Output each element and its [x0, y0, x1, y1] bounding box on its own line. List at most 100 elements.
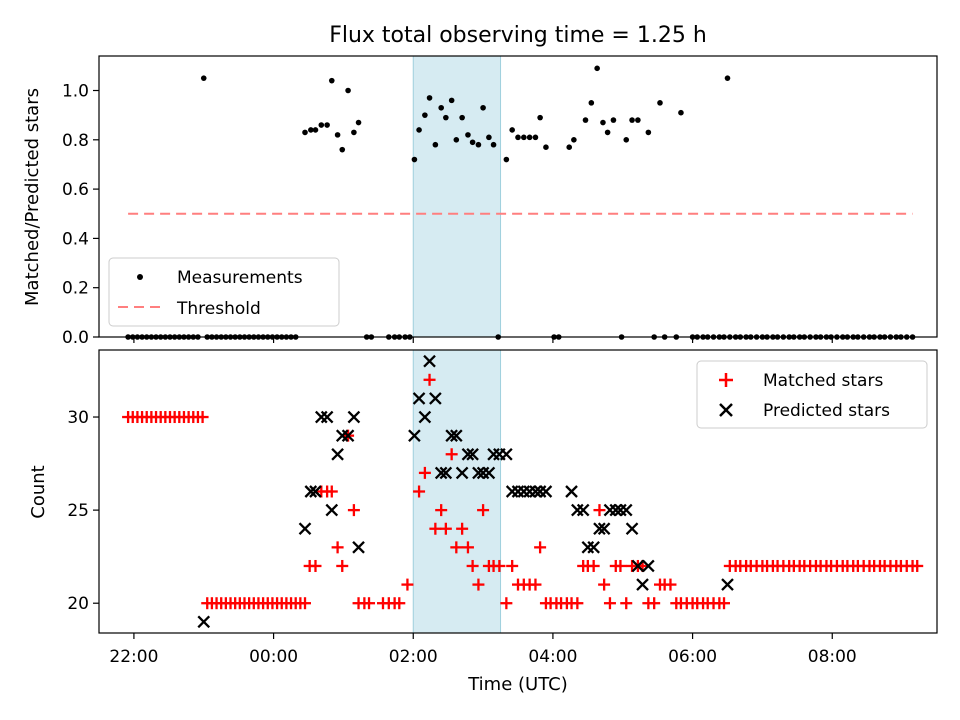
measurement-point: [588, 100, 595, 106]
predicted-star-stroke-b: [631, 559, 645, 573]
measurement-point: [438, 104, 444, 111]
predicted-star-point: [423, 354, 436, 368]
predicted-star-stroke-b: [565, 485, 578, 498]
measurement-point: [339, 146, 346, 153]
predicted-star-point: [505, 485, 519, 498]
measurement-point: [411, 156, 418, 163]
measurement-point: [582, 117, 589, 123]
predicted-star-point: [571, 503, 584, 517]
measurement-point: [422, 112, 428, 118]
measurement-point: [480, 104, 486, 111]
top-y-tick-label: 0.4: [62, 229, 89, 249]
predicted-star-point: [603, 503, 617, 517]
predicted-star-point: [466, 447, 479, 461]
predicted-star-stroke-b: [341, 429, 355, 442]
predicted-star-point: [304, 485, 318, 498]
predicted-star-stroke-b: [423, 354, 436, 368]
bottom-y-ticks: 20 25 30: [67, 408, 99, 614]
predicted-star-stroke-b: [619, 503, 633, 517]
measurement-point: [345, 87, 351, 94]
predicted-star-point: [325, 503, 339, 517]
matched-star-point: [466, 559, 479, 572]
predicted-star-stroke-b: [587, 541, 600, 554]
predicted-star-stroke-b: [412, 392, 426, 405]
top-y-tick-label: 0.8: [62, 131, 89, 151]
predicted-star-point: [500, 447, 513, 461]
predicted-star-stroke-b: [642, 559, 655, 573]
matched-star-point: [435, 504, 448, 517]
measurement-point: [469, 139, 476, 146]
measurement-point: [503, 156, 510, 163]
predicted-star-stroke-b: [439, 466, 453, 480]
predicted-star-point: [511, 485, 525, 498]
measurement-point: [426, 95, 433, 101]
measurement-point: [453, 137, 460, 143]
x-tick-label: 04:00: [528, 647, 577, 667]
predicted-star-point: [597, 522, 611, 536]
predicted-star-stroke-b: [197, 615, 211, 629]
predicted-star-point: [529, 485, 542, 498]
predicted-star-stroke-b: [304, 485, 318, 498]
measurement-point: [526, 134, 533, 141]
bottom-legend-box: [696, 360, 928, 429]
top-highlight-span: [412, 55, 502, 338]
predicted-star-point: [439, 466, 453, 480]
measurement-point: [312, 127, 319, 133]
predicted-star-point: [434, 466, 448, 480]
matched-star-point: [461, 541, 474, 554]
predicted-star-stroke-b: [325, 503, 339, 517]
matched-star-point: [196, 411, 209, 424]
predicted-star-stroke-b: [529, 485, 542, 498]
matched-star-point: [493, 559, 506, 572]
top-panel: 0.0 0.2 0.4 0.6 0.8 1.0 Matched/Predicted sta…: [22, 55, 938, 348]
bottom-legend: Matched stars Predicted stars: [696, 360, 928, 429]
matched-star-point: [393, 597, 406, 610]
measurement-point: [645, 129, 652, 136]
measurement-point: [594, 65, 600, 72]
matched-star-point: [456, 522, 469, 535]
predicted-star-stroke-b: [455, 466, 469, 480]
matched-star-point: [472, 578, 485, 591]
predicted-star-stroke-b: [309, 485, 322, 498]
predicted-star-stroke-b: [298, 522, 312, 536]
measurement-point: [521, 134, 527, 141]
predicted-star-stroke-b: [500, 447, 513, 461]
bottom-highlight-span: [412, 349, 502, 634]
predicted-star-point: [636, 578, 649, 591]
x-axis-label: Time (UTC): [467, 674, 568, 695]
predicted-star-point: [576, 503, 590, 517]
predicted-star-point: [352, 541, 365, 554]
measurement-point: [302, 129, 308, 136]
predicted-star-point: [587, 541, 600, 554]
top-y-tick-label: 0.0: [62, 328, 89, 348]
predicted-star-stroke-b: [625, 522, 639, 536]
x-tick-label: 00:00: [249, 647, 298, 667]
predicted-star-point: [320, 410, 334, 424]
top-legend: Measurements Threshold: [108, 257, 340, 327]
matched-star-point: [309, 559, 322, 572]
predicted-star-stroke-b: [429, 392, 442, 405]
predicted-star-point: [197, 615, 211, 629]
chart-title: Flux total observing time = 1.25 h: [329, 23, 707, 48]
predicted-star-point: [565, 485, 578, 498]
measurement-point: [610, 117, 617, 123]
x-tick-label: 22:00: [109, 647, 158, 667]
matched-star-point: [477, 504, 490, 517]
predicted-star-point: [418, 410, 432, 424]
predicted-star-point: [445, 429, 458, 442]
measurement-point: [623, 137, 630, 143]
predicted-star-point: [539, 485, 553, 498]
predicted-star-stroke-b: [539, 485, 553, 498]
predicted-star-point: [408, 429, 421, 442]
measurement-point: [537, 114, 543, 121]
x-tick-label: 06:00: [668, 647, 717, 667]
matched-star-point: [648, 597, 661, 610]
matched-star-point: [429, 522, 442, 535]
predicted-star-point: [625, 522, 639, 536]
measurement-point: [635, 117, 641, 123]
measurement-point: [724, 75, 731, 81]
measurement-point: [355, 119, 362, 126]
predicted-star-point: [331, 447, 344, 461]
measurement-point: [416, 127, 422, 133]
predicted-star-point: [642, 559, 655, 573]
